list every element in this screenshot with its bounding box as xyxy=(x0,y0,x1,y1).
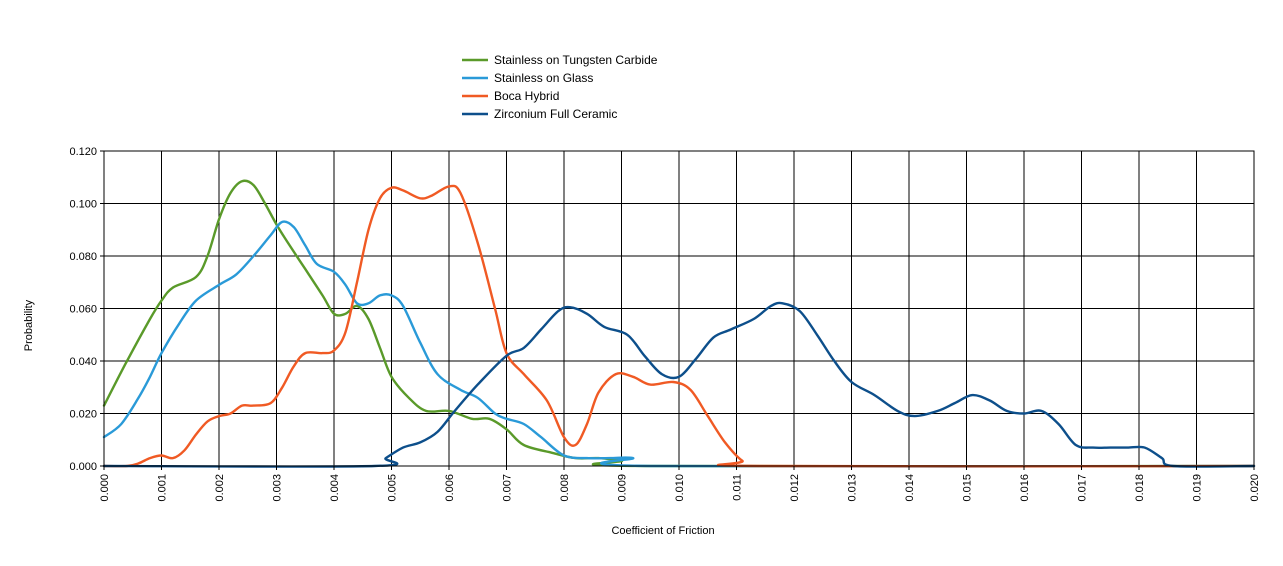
grid xyxy=(103,150,1255,467)
y-tick-label: 0.120 xyxy=(69,146,97,158)
x-tick-label: 0.017 xyxy=(1077,474,1089,502)
series-line-zirconium-full-ceramic xyxy=(102,301,1256,468)
x-tick-label: 0.002 xyxy=(214,474,226,502)
y-tick-label: 0.100 xyxy=(69,199,97,211)
y-tick-label: 0.000 xyxy=(69,461,97,473)
y-tick-label: 0.060 xyxy=(69,304,97,316)
x-tick-label: 0.012 xyxy=(789,474,801,502)
legend-item: Zirconium Full Ceramic xyxy=(462,107,617,121)
x-axis-title: Coefficient of Friction xyxy=(611,525,714,537)
x-tick-label: 0.005 xyxy=(387,474,399,502)
x-tick-label: 0.010 xyxy=(674,474,686,502)
x-tick-label: 0.015 xyxy=(962,474,974,502)
x-tick-label: 0.011 xyxy=(732,474,744,501)
series-line-stainless-on-glass xyxy=(102,220,1256,468)
x-axis-tick-labels: 0.000 0.001 0.002 0.003 0.004 0.005 0.006 0.007… xyxy=(99,466,1261,502)
x-tick-label: 0.020 xyxy=(1249,474,1261,502)
x-tick-label: 0.019 xyxy=(1192,474,1204,502)
legend-label: Stainless on Tungsten Carbide xyxy=(494,53,658,67)
y-tick-label: 0.020 xyxy=(69,409,97,421)
x-tick-label: 0.018 xyxy=(1134,474,1146,502)
x-tick-label: 0.007 xyxy=(502,474,514,502)
legend-label: Zirconium Full Ceramic xyxy=(494,107,617,121)
y-tick-label: 0.080 xyxy=(69,251,97,263)
legend-label: Boca Hybrid xyxy=(494,89,559,103)
y-axis-title: Probability xyxy=(23,299,35,351)
legend-item: Stainless on Glass xyxy=(462,71,593,85)
x-tick-label: 0.016 xyxy=(1019,474,1031,502)
x-tick-label: 0.008 xyxy=(559,474,571,502)
x-tick-label: 0.014 xyxy=(904,474,916,502)
y-axis-tick-labels: 0.000 0.020 0.040 0.060 0.080 0.100 0.120 xyxy=(69,146,104,473)
x-tick-label: 0.009 xyxy=(617,474,629,502)
series-layer xyxy=(102,179,1256,468)
y-tick-label: 0.040 xyxy=(69,356,97,368)
x-tick-label: 0.003 xyxy=(272,474,284,502)
legend: Stainless on Tungsten Carbide Stainless o… xyxy=(462,53,658,121)
legend-item: Boca Hybrid xyxy=(462,89,559,103)
x-tick-label: 0.006 xyxy=(444,474,456,502)
legend-label: Stainless on Glass xyxy=(494,71,593,85)
legend-item: Stainless on Tungsten Carbide xyxy=(462,53,658,67)
x-tick-label: 0.013 xyxy=(847,474,859,502)
x-tick-label: 0.004 xyxy=(329,474,341,502)
x-tick-label: 0.001 xyxy=(157,474,169,502)
series-line-boca-hybrid xyxy=(102,184,1256,468)
x-tick-label: 0.000 xyxy=(99,474,111,502)
